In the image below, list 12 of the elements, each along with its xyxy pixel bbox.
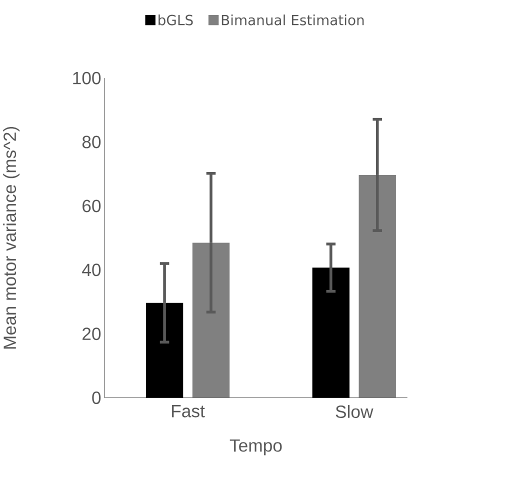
y-tick-label: 0 [92,392,101,404]
y-axis-title: Mean motor variance (ms^2) [3,127,20,349]
x-tick-label: Fast [172,405,205,418]
y-tick-label: 40 [82,264,101,276]
x-axis-title: Tempo [230,440,282,456]
legend-label: Bimanual Estimation [222,14,364,26]
y-tick-label: 80 [82,136,101,148]
y-tick-label: 60 [82,200,101,212]
y-tick-label: 100 [73,72,101,84]
x-tick-label: Slow [336,405,374,418]
y-tick-label: 20 [82,328,101,340]
legend-label: bGLS [158,14,193,26]
